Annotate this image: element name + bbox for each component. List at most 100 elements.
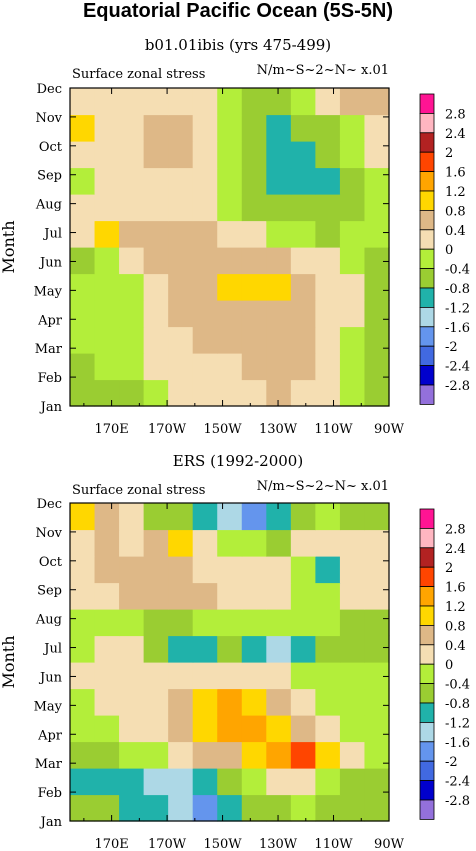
heatmap-cell [266,300,292,328]
heatmap-cell [168,300,194,328]
y-tick-label: Dec [37,497,62,512]
colorbar-swatch [419,229,435,250]
heatmap-cell [364,556,390,584]
heatmap-cell [364,141,390,169]
y-tick-label: Apr [37,728,63,743]
heatmap-cell [168,247,194,275]
heatmap-cell [364,609,390,637]
heatmap-cell [364,247,390,275]
heatmap-cell [241,141,267,169]
colorbar-swatch [419,547,435,568]
heatmap-cell [94,503,120,531]
heatmap-cell [168,88,194,116]
colorbar-label: 0.4 [445,639,466,654]
heatmap-cell [192,715,218,743]
heatmap-cell [217,114,243,142]
colorbar-swatch [419,780,435,801]
heatmap-cell [168,609,194,637]
heatmap-cell [192,768,218,796]
subtitle-left: Surface zonal stress [72,483,205,498]
heatmap-cell [168,194,194,222]
heatmap-cell [290,326,316,354]
heatmap-cell [217,273,243,301]
colorbar-label: 0 [445,243,453,258]
heatmap-cell [192,529,218,557]
heatmap-cell [143,768,169,796]
heatmap-cell [266,662,292,690]
heatmap-cell [290,503,316,531]
heatmap-cell [266,715,292,743]
heatmap-cell [217,556,243,584]
heatmap-cell [70,326,96,354]
heatmap-cell [241,273,267,301]
heatmap-cell [364,582,390,610]
heatmap-cell [315,300,341,328]
y-tick-label: May [34,284,63,299]
heatmap-cell [217,688,243,716]
y-tick-label: Jun [38,255,63,270]
heatmap-cell [266,768,292,796]
heatmap-cell [192,662,218,690]
heatmap-cell [192,141,218,169]
heatmap-cell [168,741,194,769]
subtitle-right: N/m~S~2~N~ x.01 [257,63,389,78]
heatmap-cell [217,220,243,248]
heatmap-cell [364,529,390,557]
x-tick-label: 130W [259,837,298,851]
colorbar-swatch [419,326,435,347]
heatmap-cell [315,768,341,796]
x-tick-label: 170W [148,422,187,437]
heatmap-cell [119,88,145,116]
heatmap-cell [217,353,243,381]
colorbar-swatch [419,528,435,549]
heatmap-cell [290,688,316,716]
heatmap-cell [192,273,218,301]
heatmap-cell [119,194,145,222]
heatmap-cell [70,273,96,301]
heatmap-cell [339,768,366,796]
x-tick-label: 170W [148,837,187,851]
heatmap-cell [143,326,169,354]
heatmap-cell [168,635,194,663]
heatmap-cell [168,794,194,822]
heatmap-cell [290,715,316,743]
colorbar-label: 0.8 [445,619,466,634]
heatmap-cell [290,141,316,169]
y-tick-label: Jul [42,227,62,242]
heatmap-cell [315,635,341,663]
heatmap-cell [119,167,145,195]
colorbar-swatch [419,760,435,782]
heatmap-cell [290,300,316,328]
y-tick-label: Aug [35,613,62,628]
heatmap-cell [70,167,96,195]
colorbar-swatch [419,113,435,134]
colorbar-label: 0 [445,658,453,673]
heatmap-cell [143,141,169,169]
y-tick-label: Oct [39,555,63,570]
heatmap-cell [339,503,366,531]
heatmap-cell [119,688,145,716]
heatmap-cell [315,114,341,142]
heatmap-cell [315,688,341,716]
heatmap-cell [364,715,390,743]
heatmap-cell [217,141,243,169]
y-axis-label: Month [0,220,18,273]
heatmap-cell [119,529,145,557]
heatmap-cell [217,635,243,663]
heatmap-cell [119,379,145,407]
colorbar-label: 2 [445,146,453,161]
heatmap-cell [168,220,194,248]
heatmap-cell [241,768,267,796]
x-tick-label: 110W [314,422,353,437]
heatmap-cell [241,688,267,716]
heatmap-cell [119,141,145,169]
heatmap-cell [94,662,120,690]
heatmap-cell [94,635,120,663]
colorbar-swatch [419,248,435,269]
heatmap-cell [119,353,145,381]
heatmap-cell [70,503,96,531]
colorbar: 2.8 2.4 2 1.6 1.2 0.8 0.4 0 -0.4 -0.8 -1.2 -1.6 -2 -2… [419,93,470,405]
colorbar-swatch [419,799,435,820]
x-tick-label: 90W [374,422,405,437]
heatmap-cell [70,609,96,637]
